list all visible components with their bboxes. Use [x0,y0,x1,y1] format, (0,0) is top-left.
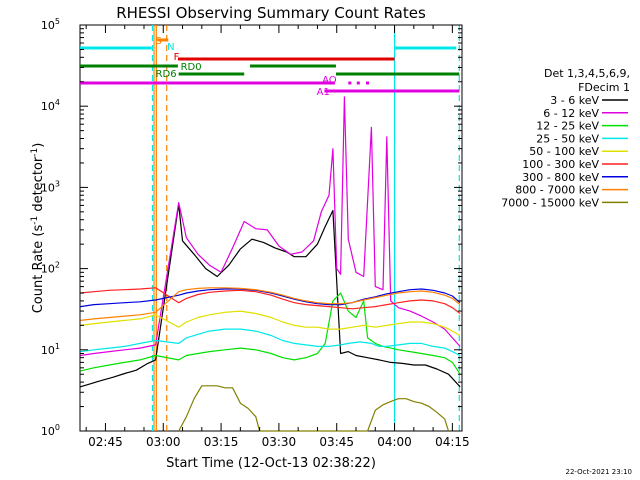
flag-label-f: F [174,52,180,63]
footer-timestamp: 22-Oct-2021 23:10 [566,468,632,476]
y-tick-label-2: 102 [41,261,60,276]
x-tick-label-2: 03:15 [204,435,239,449]
legend-label-7: 800 - 7000 keV [515,184,599,197]
series-line-1 [80,96,461,357]
series-line-3 [80,328,461,357]
x-tick-label-3: 03:30 [262,435,297,449]
flag-label-aq: AQ [322,75,337,86]
aq-dot-2 [366,81,370,85]
y-tick-label-5: 105 [41,17,60,32]
chart-title: RHESSI Observing Summary Count Rates [116,4,426,22]
instrument-state-lines [151,25,460,431]
legend-label-5: 100 - 300 keV [522,158,599,171]
series-line-5 [80,287,461,314]
x-axis-label: Start Time (12-Oct-13 02:38:22) [166,456,376,471]
x-tick-label-0: 02:45 [88,435,123,449]
series-line-7 [80,287,461,321]
legend-label-4: 50 - 100 keV [529,145,599,158]
series-line-8 [178,385,450,432]
axis-ticks: 100 101 102 103 104 105 02:45 03:00 03:15 03:30 03… [41,17,470,449]
legend-label-6: 300 - 800 keV [522,171,599,184]
x-tick-label-1: 03:00 [146,435,181,449]
legend-label-2: 12 - 25 keV [536,120,599,133]
legend-header-line-2: FDecim 1 [578,81,630,94]
series-line-6 [80,288,461,308]
y-tick-label-3: 103 [41,179,60,194]
x-tick-label-5: 04:00 [377,435,412,449]
legend-header-line-1: Det 1,3,4,5,6,9, [544,67,630,80]
flag-label-s: S [156,36,162,47]
legend-label-1: 6 - 12 keV [543,107,599,120]
x-tick-label-6: 04:15 [435,435,470,449]
flag-label-rd0: RD0 [181,62,202,73]
flag-label-a1: A1 [317,87,330,98]
aq-dot-1 [356,81,360,85]
series-lines [80,96,461,432]
aq-dot-0 [348,81,352,85]
y-tick-label-0: 100 [41,423,60,438]
x-tick-label-4: 03:45 [319,435,354,449]
flag-label-rd6: RD6 [156,69,177,80]
y-tick-label-4: 104 [41,98,60,113]
y-axis-label: Count Rate (s-1 detector-1) [30,143,46,314]
legend-label-8: 7000 - 15000 keV [501,196,599,209]
series-line-2 [80,292,461,375]
legend-label-0: 3 - 6 keV [550,94,599,107]
y-tick-label-1: 101 [41,342,60,357]
flag-label-n: N [167,42,174,53]
series-line-4 [80,310,461,337]
legend-label-3: 25 - 50 keV [536,132,599,145]
series-line-0 [80,203,461,388]
